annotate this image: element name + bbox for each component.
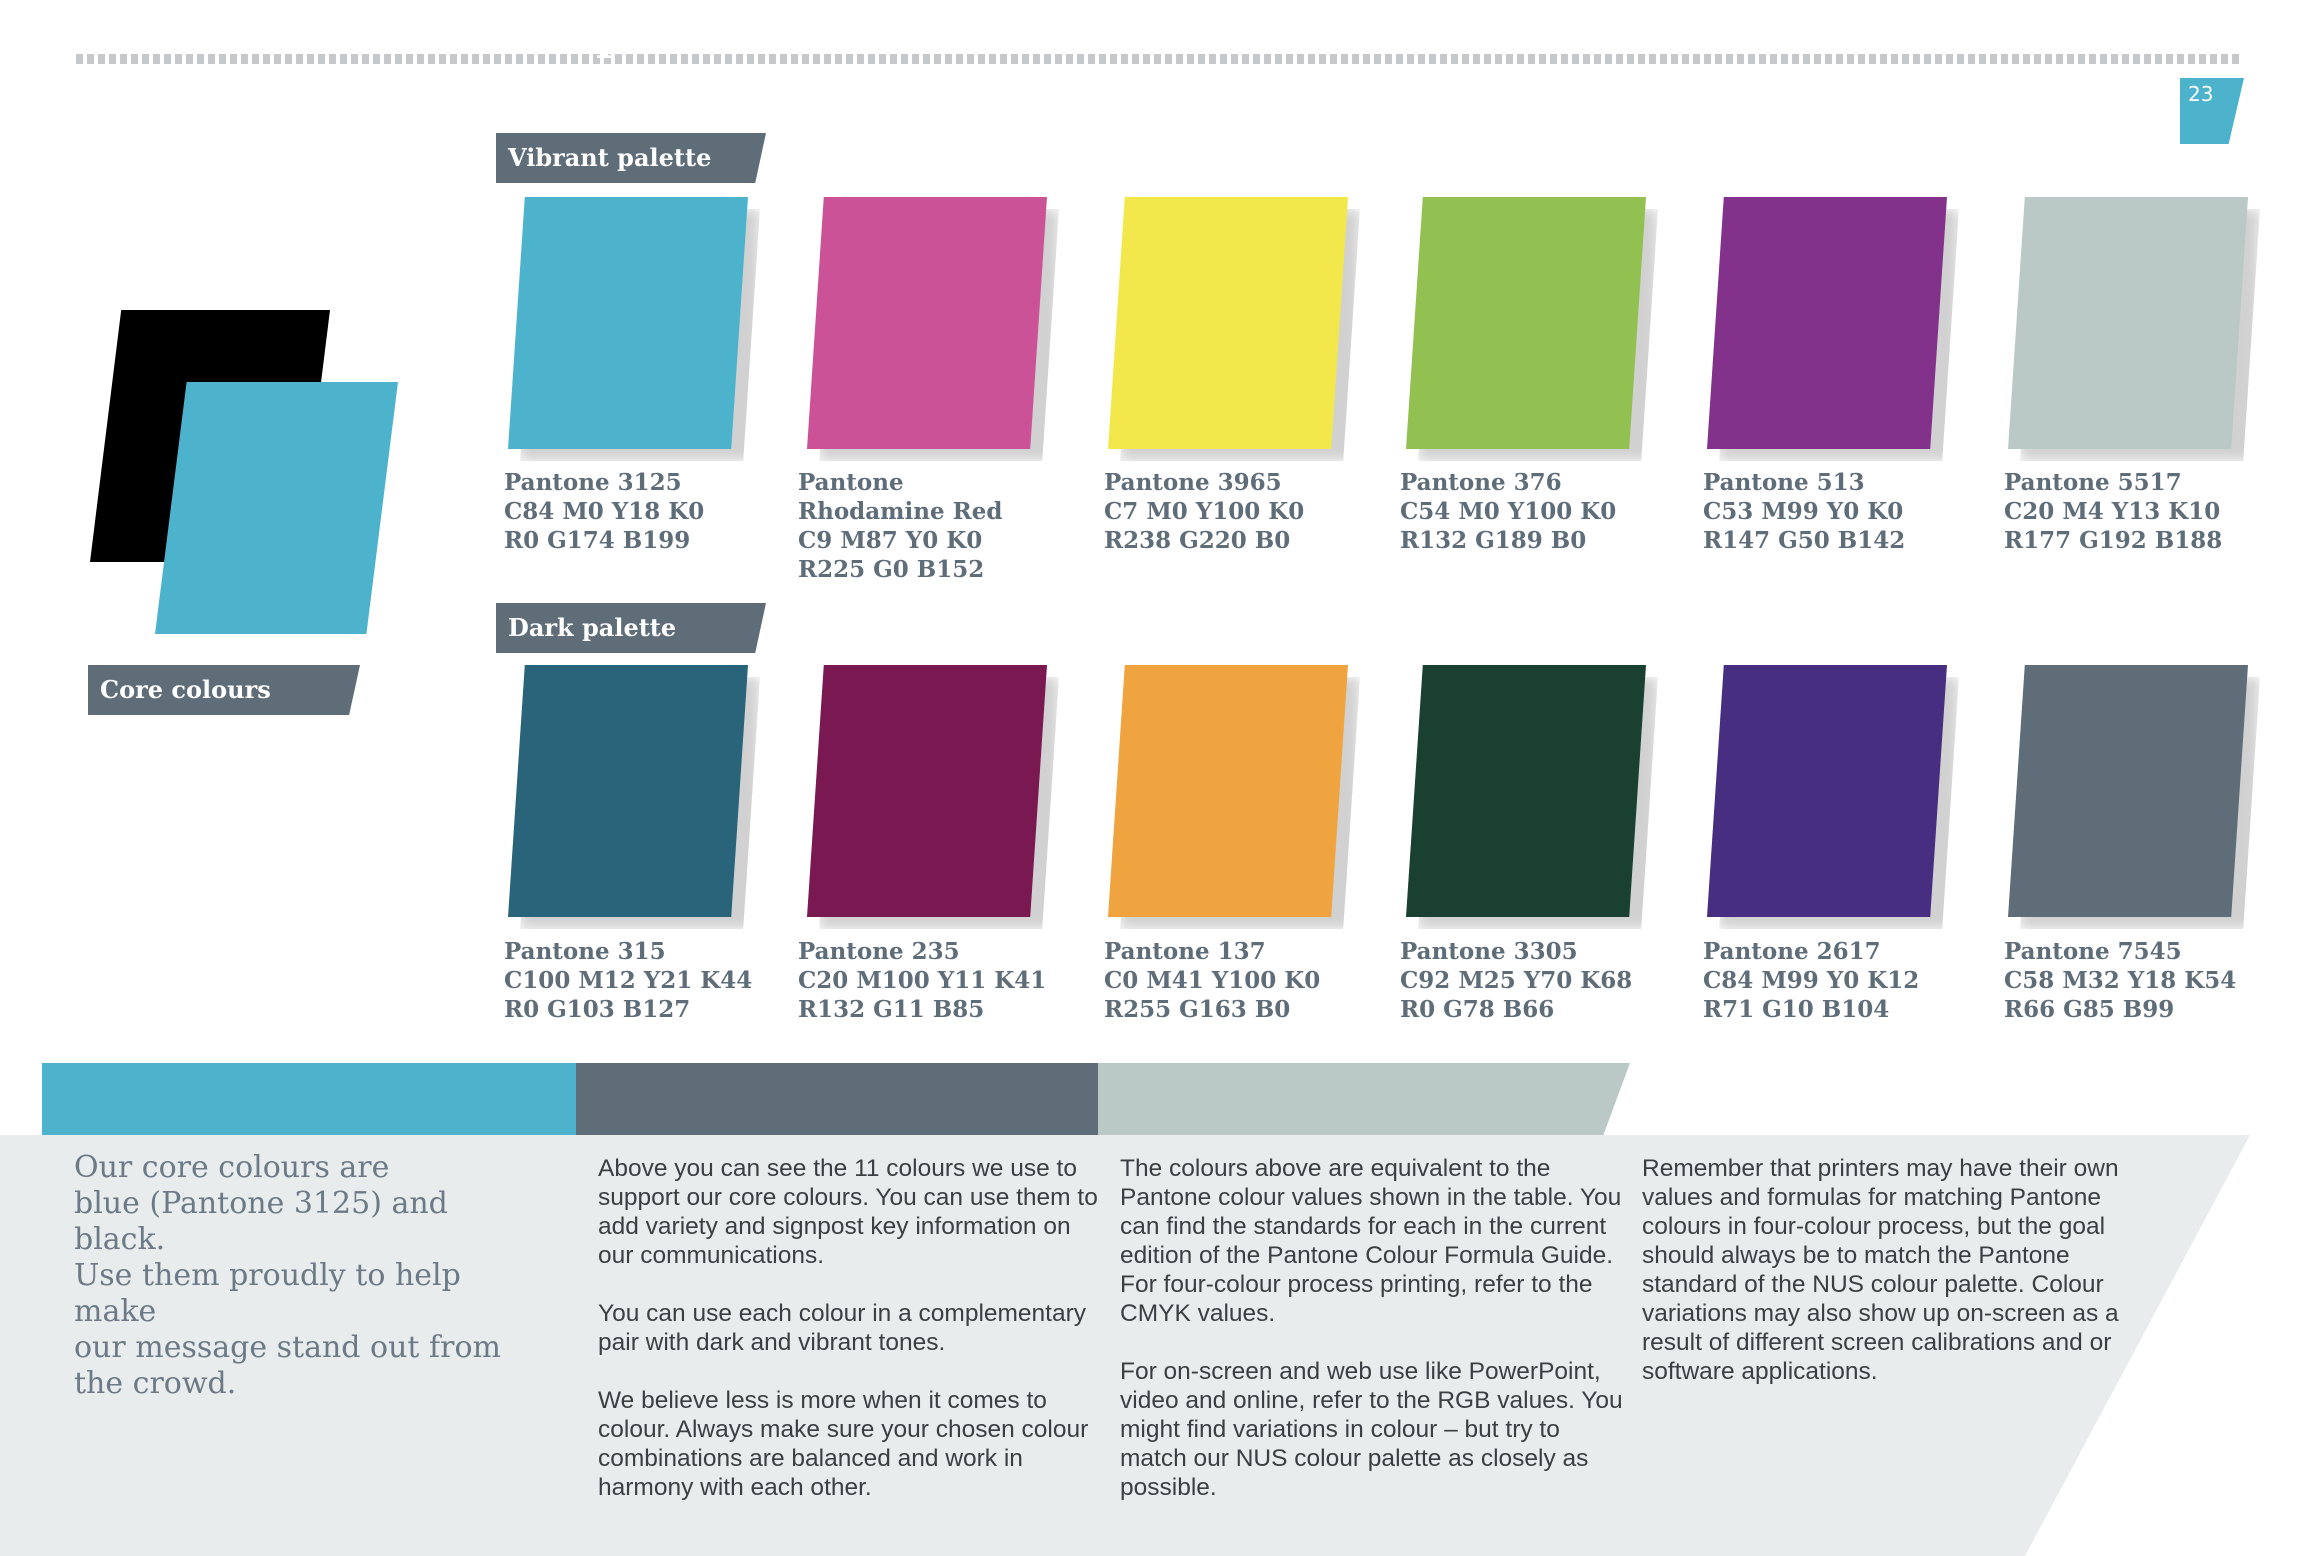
swatch-label-line: Pantone 315: [504, 938, 666, 965]
swatch-label-line: R0 G78 B66: [1400, 996, 1555, 1023]
title-word-palette: palette: [596, 9, 769, 60]
vibrant-swatch-5: [1707, 197, 1959, 461]
vibrant-swatch-2: [807, 197, 1059, 461]
dark-swatch-label-3: Pantone 137 C0 M41 Y100 K0 R255 G163 B0: [1104, 937, 1384, 1024]
vibrant-swatch-6: [2008, 197, 2260, 461]
swatch-label-line: R255 G163 B0: [1104, 996, 1291, 1023]
swatch-fill: [2008, 197, 2248, 449]
title-word-colour: Colour: [74, 9, 240, 60]
swatch-label-line: Pantone 7545: [2004, 938, 2182, 965]
title-bar-blue: [42, 1063, 582, 1135]
swatch-label-line: C84 M99 Y0 K12: [1703, 967, 1920, 994]
swatch-label-line: C0 M41 Y100 K0: [1104, 967, 1321, 994]
paragraph: For on-screen and web use like PowerPoin…: [1120, 1358, 1623, 1501]
vibrant-swatch-3: [1108, 197, 1360, 461]
swatch-fill: [1108, 665, 1348, 917]
swatch-label-line: R132 G189 B0: [1400, 527, 1587, 554]
swatch-label-line: R132 G11 B85: [798, 996, 985, 1023]
body-column-3: Remember that printers may have their ow…: [1642, 1154, 2152, 1415]
dark-palette-tag: Dark palette: [496, 603, 766, 653]
swatch-label-line: C7 M0 Y100 K0: [1104, 498, 1305, 525]
swatch-fill: [807, 197, 1047, 449]
swatch-label-line: Pantone 2617: [1703, 938, 1881, 965]
vibrant-swatch-1: [508, 197, 760, 461]
swatch-fill: [1707, 665, 1947, 917]
dark-swatch-4: [1406, 665, 1658, 929]
swatch-label-line: R238 G220 B0: [1104, 527, 1291, 554]
dark-swatch-3: [1108, 665, 1360, 929]
swatch-fill: [508, 197, 748, 449]
core-swatch-blue: [155, 382, 398, 634]
vibrant-swatch-4: [1406, 197, 1658, 461]
vibrant-swatch-label-3: Pantone 3965 C7 M0 Y100 K0 R238 G220 B0: [1104, 468, 1384, 555]
swatch-label-line: Pantone 513: [1703, 469, 1865, 496]
swatch-label-line: R0 G174 B199: [504, 527, 691, 554]
vibrant-swatch-label-4: Pantone 376 C54 M0 Y100 K0 R132 G189 B0: [1400, 468, 1680, 555]
swatch-label-line: C54 M0 Y100 K0: [1400, 498, 1617, 525]
swatch-label-line: C84 M0 Y18 K0: [504, 498, 705, 525]
swatch-label-line: R0 G103 B127: [504, 996, 691, 1023]
paragraph: The colours above are equivalent to the …: [1120, 1155, 1622, 1327]
dark-swatch-2: [807, 665, 1059, 929]
paragraph: Above you can see the 11 colours we use …: [598, 1155, 1098, 1269]
swatch-label-line: C100 M12 Y21 K44: [504, 967, 753, 994]
swatch-label-line: C20 M100 Y11 K41: [798, 967, 1047, 994]
core-colours-tag: Core colours: [88, 665, 360, 715]
swatch-label-line: C92 M25 Y70 K68: [1400, 967, 1633, 994]
page-number: 23: [2180, 78, 2244, 144]
bottom-text-panel: [0, 1135, 2250, 1556]
dark-swatch-5: [1707, 665, 1959, 929]
swatch-label-line: C58 M32 Y18 K54: [2004, 967, 2237, 994]
vibrant-palette-tag: Vibrant palette: [496, 133, 766, 183]
swatch-fill: [807, 665, 1047, 917]
swatch-label-line: R147 G50 B142: [1703, 527, 1906, 554]
swatch-label-line: Pantone 3125: [504, 469, 682, 496]
swatch-label-line: Pantone: [798, 469, 904, 496]
swatch-fill: [1406, 197, 1646, 449]
swatch-label-line: C9 M87 Y0 K0: [798, 527, 983, 554]
swatch-label-line: C53 M99 Y0 K0: [1703, 498, 1904, 525]
vibrant-swatch-label-2: Pantone Rhodamine Red C9 M87 Y0 K0 R225 G0 …: [798, 468, 1078, 584]
body-column-2: The colours above are equivalent to the …: [1120, 1154, 1630, 1531]
dark-swatch-label-4: Pantone 3305 C92 M25 Y70 K68 R0 G78 B66: [1400, 937, 1680, 1024]
swatch-label-line: R225 G0 B152: [798, 556, 985, 583]
swatch-label-line: R66 G85 B99: [2004, 996, 2175, 1023]
swatch-fill: [2008, 665, 2248, 917]
vibrant-swatch-label-6: Pantone 5517 C20 M4 Y13 K10 R177 G192 B188: [2004, 468, 2284, 555]
dark-swatch-label-5: Pantone 2617 C84 M99 Y0 K12 R71 G10 B104: [1703, 937, 1983, 1024]
swatch-label-line: Rhodamine Red: [798, 498, 1003, 525]
dark-swatch-label-6: Pantone 7545 C58 M32 Y18 K54 R66 G85 B99: [2004, 937, 2284, 1024]
dark-swatch-6: [2008, 665, 2260, 929]
swatch-fill: [1406, 665, 1646, 917]
dark-swatch-label-2: Pantone 235 C20 M100 Y11 K41 R132 G11 B85: [798, 937, 1078, 1024]
swatch-label-line: C20 M4 Y13 K10: [2004, 498, 2221, 525]
body-column-1: Above you can see the 11 colours we use …: [598, 1154, 1108, 1531]
swatch-label-line: R177 G192 B188: [2004, 527, 2223, 554]
swatch-fill: [1108, 197, 1348, 449]
swatch-label-line: Pantone 235: [798, 938, 960, 965]
swatch-fill: [508, 665, 748, 917]
swatch-label-line: Pantone 137: [1104, 938, 1266, 965]
swatch-label-line: R71 G10 B104: [1703, 996, 1890, 1023]
vibrant-swatch-label-5: Pantone 513 C53 M99 Y0 K0 R147 G50 B142: [1703, 468, 1983, 555]
vibrant-swatch-label-1: Pantone 3125 C84 M0 Y18 K0 R0 G174 B199: [504, 468, 784, 555]
intro-text: Our core colours are blue (Pantone 3125)…: [74, 1150, 501, 1401]
title-bar-slate: [576, 1063, 1106, 1135]
swatch-label-line: Pantone 3965: [1104, 469, 1282, 496]
swatch-fill: [1707, 197, 1947, 449]
title-bar-grey: [1098, 1063, 1630, 1135]
dark-swatch-1: [508, 665, 760, 929]
dark-swatch-label-1: Pantone 315 C100 M12 Y21 K44 R0 G103 B127: [504, 937, 784, 1024]
swatch-label-line: Pantone 5517: [2004, 469, 2182, 496]
paragraph: We believe less is more when it comes to…: [598, 1387, 1089, 1501]
paragraph: Remember that printers may have their ow…: [1642, 1155, 2119, 1385]
paragraph: You can use each colour in a complementa…: [598, 1300, 1087, 1356]
swatch-label-line: Pantone 3305: [1400, 938, 1578, 965]
top-dashed-rule: [76, 54, 2240, 64]
swatch-label-line: Pantone 376: [1400, 469, 1562, 496]
